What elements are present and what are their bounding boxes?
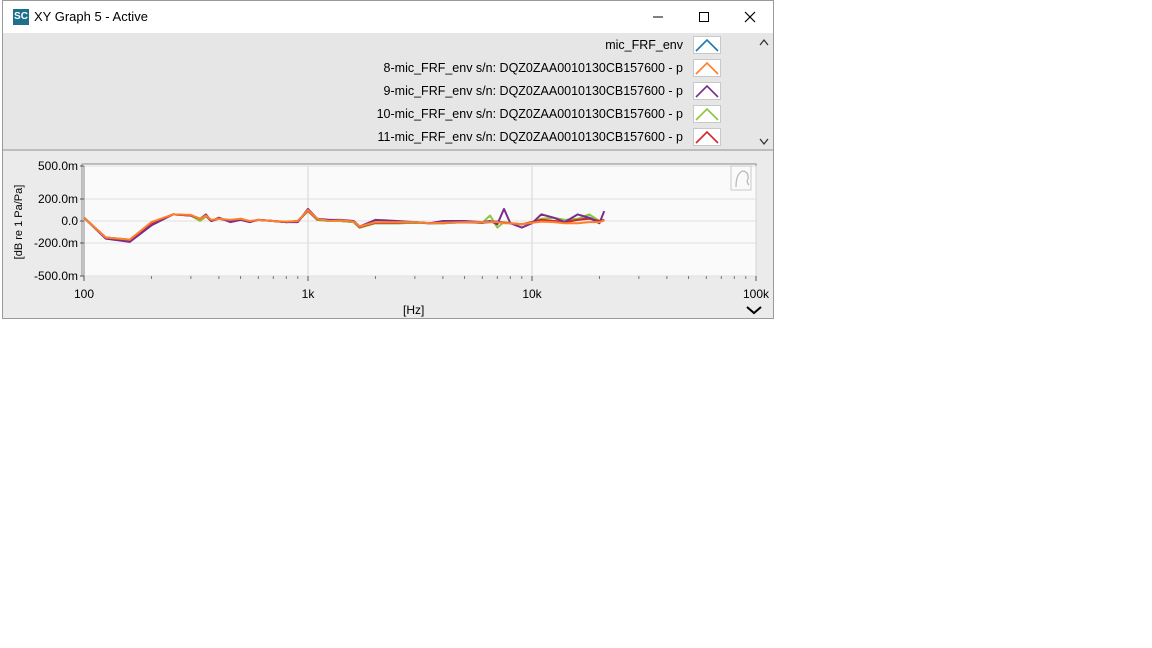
series-line bbox=[83, 209, 605, 241]
legend-swatch bbox=[693, 58, 721, 77]
line-sample-icon bbox=[695, 107, 719, 121]
y-tick-label: 0.0 bbox=[61, 214, 78, 228]
y-tick-label: -200.0m bbox=[34, 236, 78, 250]
chevron-down-icon bbox=[759, 138, 769, 146]
title-bar[interactable]: SC XY Graph 5 - Active bbox=[3, 1, 773, 33]
legend-swatch bbox=[693, 81, 721, 100]
legend-scroll-down-button[interactable] bbox=[759, 137, 769, 149]
grid-lines bbox=[83, 165, 757, 277]
line-sample-icon bbox=[695, 38, 719, 52]
plot-background bbox=[81, 163, 757, 277]
x-axis: 100 1k 10k 100k bbox=[74, 276, 770, 301]
x-tick-label: 10k bbox=[522, 287, 542, 301]
y-tick-label: 200.0m bbox=[38, 192, 78, 206]
y-axis: 500.0m 200.0m 0.0 -200.0m -500.0m bbox=[34, 159, 84, 283]
x-axis-label: [Hz] bbox=[403, 303, 425, 317]
legend-label: 10-mic_FRF_env s/n: DQZ0ZAA0010130CB1576… bbox=[376, 106, 683, 121]
legend-item[interactable]: 10-mic_FRF_env s/n: DQZ0ZAA0010130CB1576… bbox=[377, 102, 721, 125]
line-sample-icon bbox=[695, 84, 719, 98]
chevron-up-icon bbox=[759, 38, 769, 46]
app-icon: SC bbox=[13, 9, 29, 25]
minimize-button[interactable] bbox=[635, 1, 681, 33]
legend-scroll-up-button[interactable] bbox=[759, 37, 769, 49]
x-tick-label: 100k bbox=[743, 287, 770, 301]
legend-item[interactable]: 8-mic_FRF_env s/n: DQZ0ZAA0010130CB15760… bbox=[384, 56, 721, 79]
legend-item[interactable]: 9-mic_FRF_env s/n: DQZ0ZAA0010130CB15760… bbox=[384, 79, 721, 102]
y-tick-label: -500.0m bbox=[34, 269, 78, 283]
chevron-down-icon bbox=[746, 306, 762, 315]
close-icon bbox=[744, 11, 756, 23]
series-lines bbox=[83, 207, 606, 243]
legend-swatch bbox=[693, 104, 721, 123]
y-axis-label: [dB re 1 Pa/Pa] bbox=[13, 184, 25, 260]
mascot-watermark-icon bbox=[730, 165, 752, 191]
legend-swatch bbox=[693, 127, 721, 146]
maximize-icon bbox=[699, 12, 709, 22]
y-tick-label: 500.0m bbox=[38, 159, 78, 173]
expand-panel-button[interactable] bbox=[746, 306, 762, 315]
x-tick-label: 1k bbox=[302, 287, 316, 301]
line-sample-icon bbox=[695, 61, 719, 75]
legend-label: 11-mic_FRF_env s/n: DQZ0ZAA0010130CB1576… bbox=[377, 129, 683, 144]
legend-panel: mic_FRF_env 8-mic_FRF_env s/n: DQZ0ZAA00… bbox=[3, 33, 773, 149]
line-sample-icon bbox=[695, 130, 719, 144]
panel-divider[interactable] bbox=[3, 149, 773, 151]
legend-item[interactable]: 11-mic_FRF_env s/n: DQZ0ZAA0010130CB1576… bbox=[378, 125, 721, 148]
maximize-button[interactable] bbox=[681, 1, 727, 33]
legend-label: 8-mic_FRF_env s/n: DQZ0ZAA0010130CB15760… bbox=[383, 60, 683, 75]
legend-item[interactable]: mic_FRF_env bbox=[605, 33, 721, 56]
legend-label: 9-mic_FRF_env s/n: DQZ0ZAA0010130CB15760… bbox=[383, 83, 683, 98]
legend-swatch bbox=[693, 35, 721, 54]
xy-graph-window: SC XY Graph 5 - Active mic_FRF_env 8-mic… bbox=[2, 0, 774, 319]
legend-label: mic_FRF_env bbox=[605, 37, 683, 52]
x-tick-label: 100 bbox=[74, 287, 94, 301]
window-title: XY Graph 5 - Active bbox=[34, 9, 148, 24]
close-button[interactable] bbox=[727, 1, 773, 33]
minimize-icon bbox=[653, 16, 663, 18]
